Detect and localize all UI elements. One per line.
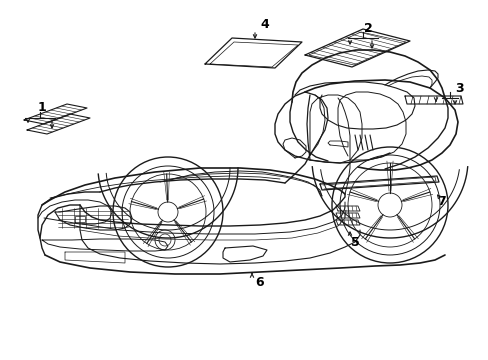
- Text: 1: 1: [38, 102, 46, 114]
- Text: 5: 5: [350, 235, 359, 248]
- Text: 2: 2: [363, 22, 372, 35]
- Text: 4: 4: [260, 18, 269, 31]
- Text: 6: 6: [255, 275, 264, 288]
- Text: 7: 7: [437, 195, 446, 208]
- Text: 3: 3: [455, 81, 464, 94]
